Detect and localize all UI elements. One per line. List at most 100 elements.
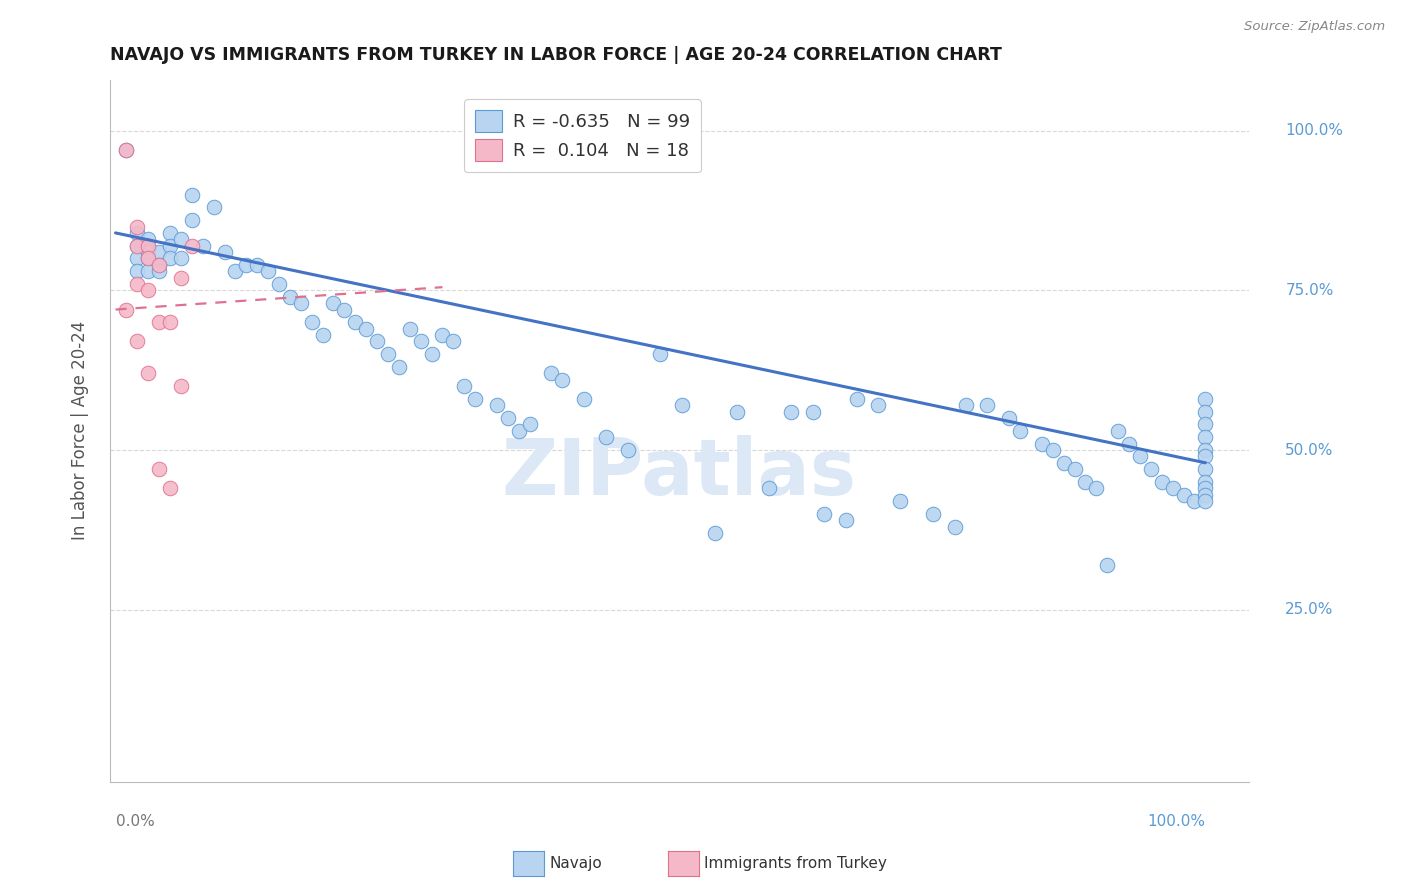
Point (235, 258, 257, 272)
Text: 25.0%: 25.0% (1285, 602, 1334, 617)
Point (180, 213, 202, 227)
Point (136, 284, 159, 298)
Legend: R = -0.635   N = 99, R =  0.104   N = 18: R = -0.635 N = 99, R = 0.104 N = 18 (464, 99, 702, 172)
Point (998, 411, 1021, 425)
Point (322, 296, 344, 310)
Point (432, 328, 454, 343)
Point (1194, 450, 1216, 464)
Point (127, 252, 149, 266)
Point (453, 379, 475, 393)
Point (1194, 430, 1216, 444)
Point (519, 417, 541, 432)
Point (127, 226, 149, 240)
Point (420, 347, 443, 361)
Point (1074, 475, 1097, 489)
Point (202, 200, 225, 214)
Point (976, 398, 998, 412)
Point (1085, 481, 1108, 495)
Point (508, 424, 530, 438)
Point (191, 238, 214, 252)
Point (136, 245, 159, 260)
Point (801, 405, 824, 419)
Text: Immigrants from Turkey: Immigrants from Turkey (704, 856, 887, 871)
Point (496, 411, 519, 425)
Point (148, 264, 170, 278)
Point (1161, 481, 1184, 495)
Point (540, 367, 562, 381)
Point (127, 334, 149, 349)
Point (834, 513, 856, 527)
Point (388, 359, 411, 374)
Point (180, 238, 202, 252)
Point (136, 238, 159, 252)
Point (572, 392, 595, 406)
Point (170, 252, 193, 266)
Point (170, 232, 193, 246)
Point (170, 270, 193, 285)
Text: 100.0%: 100.0% (1147, 814, 1205, 829)
Point (595, 430, 617, 444)
Point (1194, 494, 1216, 508)
Point (1194, 405, 1216, 419)
Point (813, 507, 835, 521)
Point (224, 264, 246, 278)
Point (1140, 462, 1163, 476)
Point (1118, 436, 1140, 450)
Point (1107, 424, 1129, 438)
Point (780, 405, 803, 419)
Point (311, 328, 333, 343)
Text: ZIPatlas: ZIPatlas (502, 435, 858, 511)
Point (115, 143, 138, 157)
Text: Source: ZipAtlas.com: Source: ZipAtlas.com (1244, 20, 1385, 33)
Point (159, 481, 181, 495)
Point (127, 238, 149, 252)
Text: 75.0%: 75.0% (1285, 283, 1334, 298)
Point (127, 277, 149, 291)
Point (115, 143, 138, 157)
Point (170, 379, 193, 393)
Point (246, 258, 269, 272)
Point (1042, 442, 1064, 457)
Point (921, 507, 943, 521)
Point (257, 264, 280, 278)
Point (616, 442, 638, 457)
Point (551, 373, 574, 387)
Text: Navajo: Navajo (550, 856, 603, 871)
Point (127, 219, 149, 234)
Point (214, 245, 236, 260)
Point (344, 315, 367, 329)
Point (136, 252, 159, 266)
Point (889, 494, 911, 508)
Point (943, 519, 966, 533)
Point (148, 245, 170, 260)
Point (1173, 488, 1195, 502)
Point (1097, 558, 1119, 572)
Point (127, 264, 149, 278)
Point (136, 252, 159, 266)
Point (868, 398, 890, 412)
Point (1194, 392, 1216, 406)
Point (671, 398, 693, 412)
Point (1194, 475, 1216, 489)
Point (366, 334, 388, 349)
Point (127, 238, 149, 252)
Point (136, 264, 159, 278)
Point (1150, 475, 1173, 489)
Point (136, 367, 159, 381)
Point (148, 315, 170, 329)
Point (267, 277, 290, 291)
Text: NAVAJO VS IMMIGRANTS FROM TURKEY IN LABOR FORCE | AGE 20-24 CORRELATION CHART: NAVAJO VS IMMIGRANTS FROM TURKEY IN LABO… (110, 46, 1002, 64)
Point (725, 405, 748, 419)
Point (148, 258, 170, 272)
Point (1031, 436, 1053, 450)
Text: 100.0%: 100.0% (1285, 123, 1343, 138)
Point (354, 321, 377, 335)
Point (290, 296, 312, 310)
Point (148, 462, 170, 476)
Point (159, 238, 181, 252)
Point (278, 290, 301, 304)
Point (1063, 462, 1085, 476)
Point (1194, 488, 1216, 502)
Point (464, 392, 486, 406)
Point (845, 392, 868, 406)
